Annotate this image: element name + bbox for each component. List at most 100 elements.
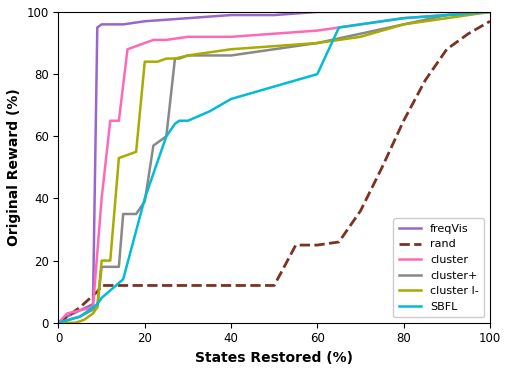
cluster (185, 35, 191, 39)
SBFL (185, 119, 191, 123)
freqVis (358, 10, 364, 14)
Line: SBFL: SBFL (58, 12, 490, 323)
cluster (271, 32, 277, 36)
rand (271, 283, 277, 288)
Legend: freqVis, rand, cluster, cluster+, cluster I-, SBFL: freqVis, rand, cluster, cluster+, cluste… (393, 218, 484, 317)
rand (358, 209, 364, 213)
cluster+ (358, 32, 364, 36)
cluster+ (150, 143, 156, 148)
freqVis (185, 16, 191, 20)
Line: rand: rand (58, 21, 490, 323)
SBFL (487, 10, 493, 14)
cluster I- (443, 16, 450, 20)
cluster+ (55, 321, 61, 325)
freqVis (142, 19, 148, 23)
cluster+ (401, 22, 407, 27)
SBFL (142, 196, 148, 201)
cluster+ (99, 264, 105, 269)
SBFL (228, 97, 234, 101)
SBFL (443, 13, 450, 17)
SBFL (55, 321, 61, 325)
cluster I- (94, 305, 101, 310)
cluster+ (185, 53, 191, 58)
cluster+ (120, 212, 126, 216)
cluster (107, 119, 113, 123)
SBFL (163, 134, 169, 138)
Line: freqVis: freqVis (58, 12, 490, 323)
cluster (116, 119, 122, 123)
rand (77, 305, 83, 310)
cluster+ (443, 13, 450, 17)
SBFL (77, 314, 83, 319)
freqVis (228, 13, 234, 17)
rand (336, 240, 342, 244)
cluster (401, 16, 407, 20)
X-axis label: States Restored (%): States Restored (%) (195, 351, 353, 365)
SBFL (94, 302, 101, 307)
cluster (487, 10, 493, 14)
Line: cluster+: cluster+ (58, 12, 490, 323)
cluster I- (314, 41, 321, 45)
cluster (64, 311, 70, 316)
rand (487, 19, 493, 23)
SBFL (120, 277, 126, 282)
cluster+ (94, 305, 101, 310)
cluster (99, 196, 105, 201)
cluster+ (116, 264, 122, 269)
cluster I- (487, 10, 493, 14)
SBFL (401, 16, 407, 20)
cluster (55, 321, 61, 325)
cluster+ (487, 10, 493, 14)
freqVis (487, 10, 493, 14)
rand (465, 32, 471, 36)
rand (293, 243, 299, 247)
cluster I- (146, 60, 152, 64)
cluster I- (154, 60, 161, 64)
freqVis (64, 314, 70, 319)
cluster (142, 41, 148, 45)
cluster I- (116, 156, 122, 160)
Line: cluster: cluster (58, 12, 490, 323)
SBFL (172, 122, 178, 126)
cluster+ (142, 199, 148, 204)
rand (55, 321, 61, 325)
cluster (150, 38, 156, 42)
SBFL (176, 119, 182, 123)
cluster+ (163, 134, 169, 138)
cluster (228, 35, 234, 39)
freqVis (90, 302, 96, 307)
cluster+ (314, 41, 321, 45)
cluster I- (142, 60, 148, 64)
freqVis (99, 22, 105, 27)
rand (185, 283, 191, 288)
SBFL (271, 84, 277, 89)
freqVis (55, 321, 61, 325)
cluster+ (228, 53, 234, 58)
cluster+ (133, 212, 139, 216)
Line: cluster I-: cluster I- (58, 12, 490, 323)
cluster (133, 44, 139, 48)
rand (314, 243, 321, 247)
cluster+ (176, 56, 182, 61)
cluster (163, 38, 169, 42)
SBFL (314, 72, 321, 76)
rand (401, 119, 407, 123)
cluster I- (172, 56, 178, 61)
cluster I- (185, 53, 191, 58)
SBFL (358, 22, 364, 27)
cluster I- (358, 35, 364, 39)
cluster I- (401, 22, 407, 27)
SBFL (379, 19, 385, 23)
freqVis (314, 10, 321, 14)
cluster+ (77, 314, 83, 319)
cluster (314, 28, 321, 33)
cluster I- (133, 150, 139, 154)
cluster (90, 305, 96, 310)
rand (422, 78, 428, 83)
cluster (358, 22, 364, 27)
SBFL (336, 25, 342, 30)
cluster I- (163, 56, 169, 61)
freqVis (401, 10, 407, 14)
cluster I- (271, 44, 277, 48)
cluster+ (172, 56, 178, 61)
